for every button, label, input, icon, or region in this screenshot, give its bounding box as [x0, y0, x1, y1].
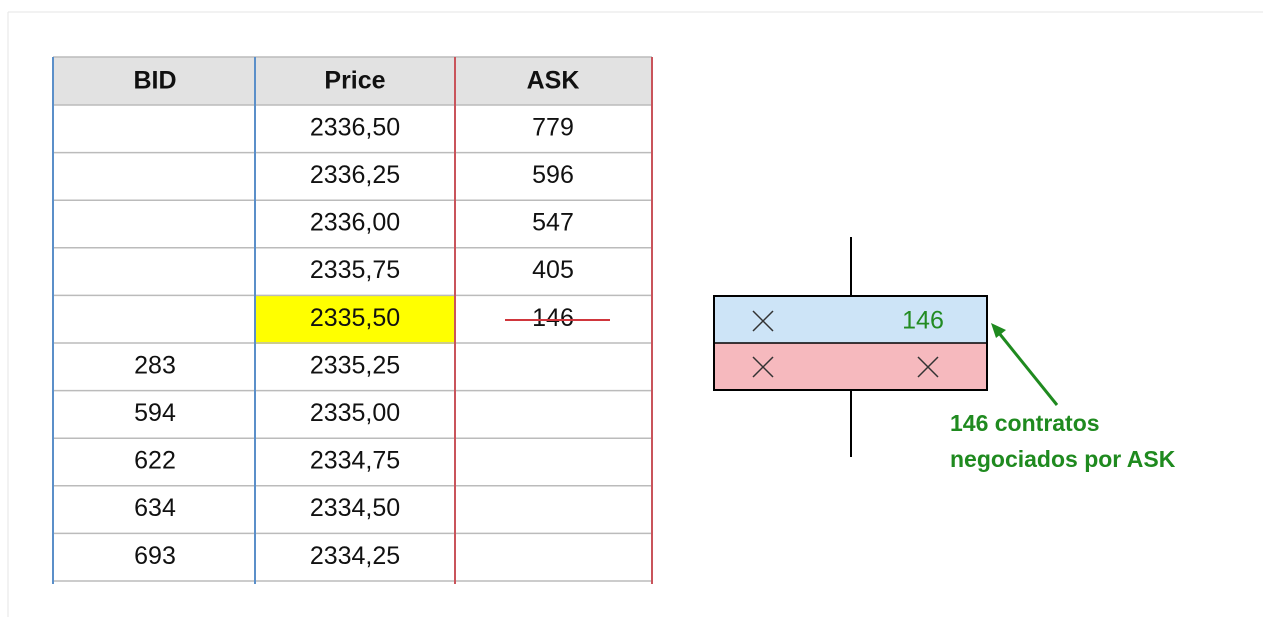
table-cells: BID Price ASK 2336,50 779 2336,25 596 2336,00 54…	[133, 67, 579, 570]
cell: 2334,75	[310, 447, 400, 475]
cell: 146	[532, 304, 574, 332]
ask-value: 146	[902, 307, 944, 335]
cell: 2334,25	[310, 542, 400, 570]
cell: 634	[134, 494, 176, 522]
cell: 2336,00	[310, 209, 400, 237]
cell: 2335,75	[310, 256, 400, 284]
header-cell: Price	[324, 67, 385, 95]
cell: 779	[532, 113, 574, 141]
cell: 2335,00	[310, 399, 400, 427]
header-cell: BID	[133, 67, 176, 95]
header-cell: ASK	[527, 67, 580, 95]
cell: 622	[134, 447, 176, 475]
highlight	[255, 296, 455, 344]
cell: 547	[532, 209, 574, 237]
cell: 596	[532, 161, 574, 189]
cell: 2336,25	[310, 161, 400, 189]
cell: 405	[532, 256, 574, 284]
x-icons	[752, 310, 939, 378]
cell: 2335,25	[310, 351, 400, 379]
ask-box	[714, 296, 987, 343]
annotation: 146 contratos	[950, 410, 1100, 436]
cell: 2336,50	[310, 113, 400, 141]
cell: 2335,50	[310, 304, 400, 332]
cell: 594	[134, 399, 176, 427]
arrow	[997, 332, 1059, 406]
cell: 693	[134, 542, 176, 570]
bid-box	[714, 343, 987, 390]
cell: 2334,50	[310, 494, 400, 522]
header-bg	[53, 57, 652, 105]
arrow-head	[991, 323, 1006, 338]
annotation: negociados por ASK	[950, 446, 1176, 472]
table-grid	[52, 56, 653, 584]
cell: 283	[134, 351, 176, 379]
